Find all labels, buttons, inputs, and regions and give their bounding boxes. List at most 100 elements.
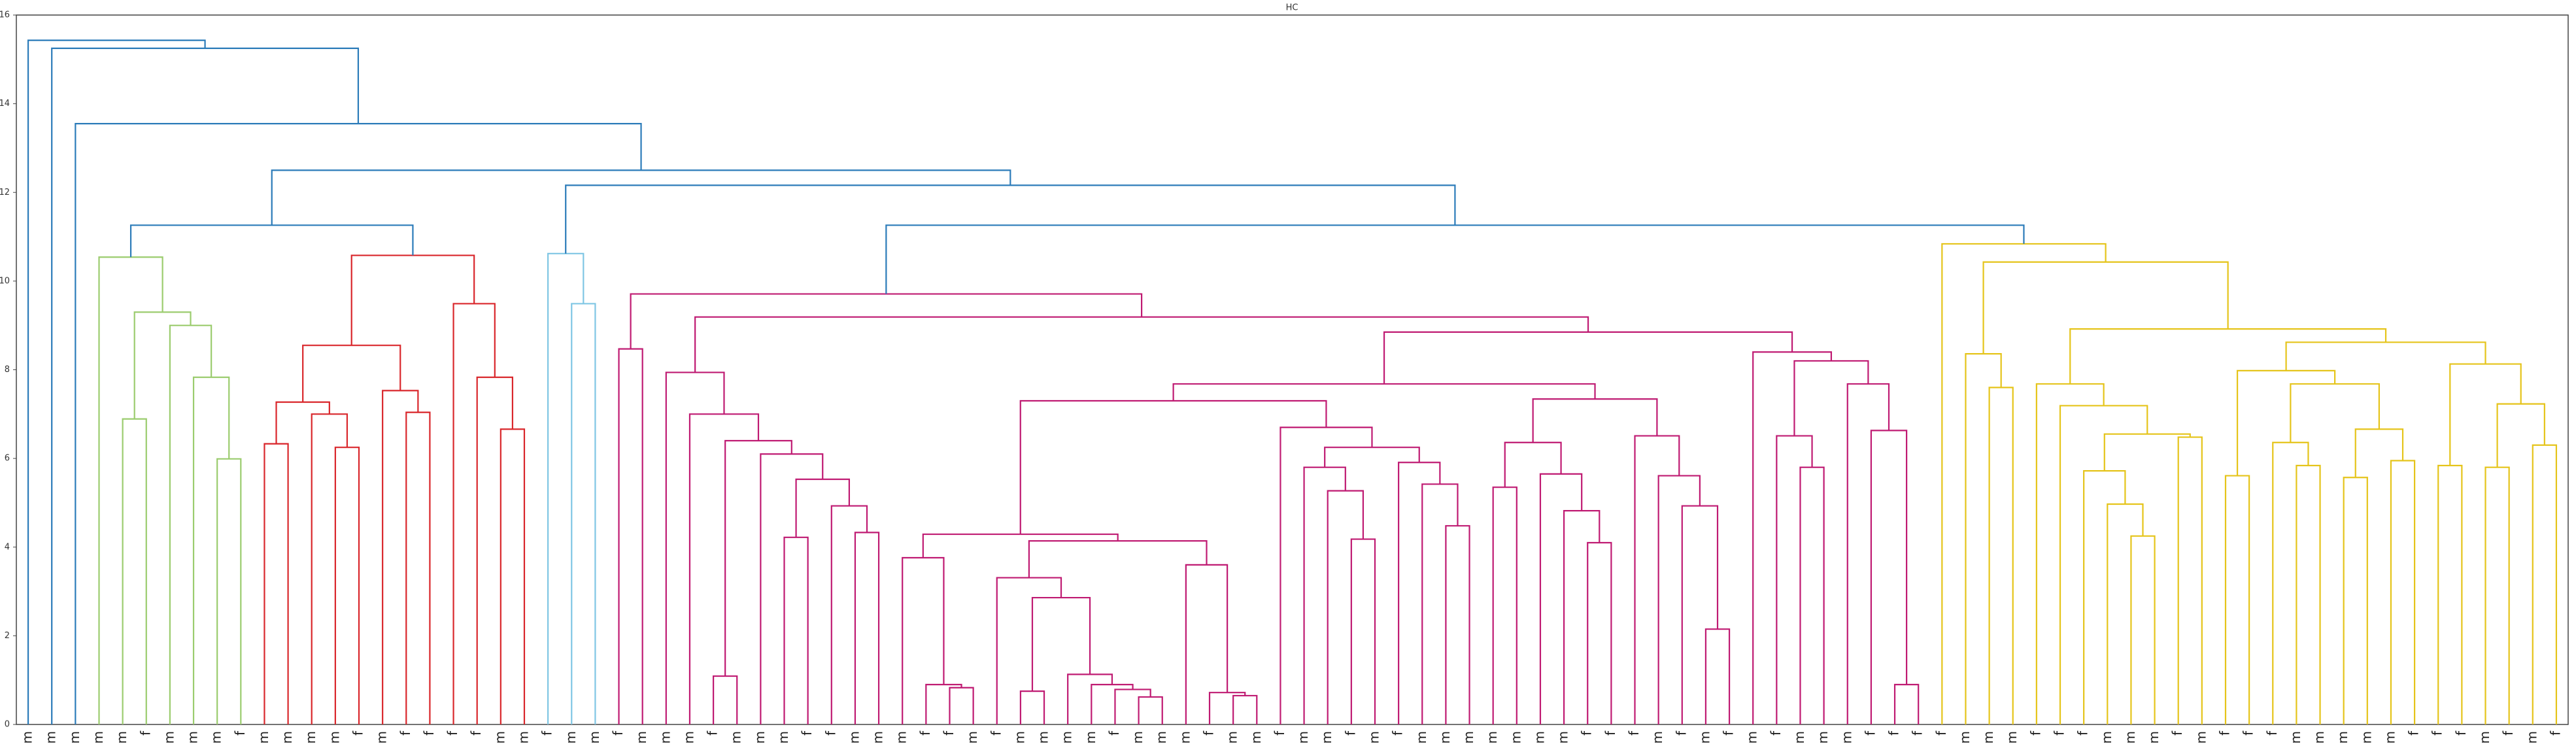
- link: [830, 505, 868, 724]
- leaf-label: m: [114, 731, 129, 743]
- leaf-label: m: [1248, 731, 1264, 743]
- link: [2532, 444, 2558, 724]
- link: [2437, 464, 2463, 724]
- y-tick-label: 14: [0, 99, 10, 109]
- leaf-label: m: [1650, 731, 1665, 743]
- leaf-label: m: [563, 731, 579, 743]
- leaf-label: m: [1531, 731, 1547, 743]
- leaf-label: m: [185, 731, 201, 743]
- leaf-label: m: [2311, 731, 2327, 743]
- chart-title: HC: [1286, 3, 1298, 13]
- leaf-label: m: [2122, 731, 2138, 743]
- link: [129, 224, 414, 258]
- leaf-label: f: [350, 730, 366, 736]
- link: [334, 447, 360, 724]
- link: [1776, 435, 1813, 724]
- link: [618, 348, 643, 724]
- leaf-label: f: [1933, 730, 1949, 736]
- leaf-label: m: [1414, 731, 1429, 743]
- leaf-label: f: [2547, 730, 2563, 736]
- link: [1445, 525, 1470, 724]
- link: [688, 413, 760, 724]
- link: [2059, 405, 2148, 724]
- leaf-label: m: [1153, 731, 1169, 743]
- link: [1421, 483, 1459, 724]
- leaf-label: f: [2453, 730, 2469, 736]
- link: [2236, 369, 2336, 476]
- link: [271, 169, 1011, 226]
- leaf-label: m: [775, 731, 791, 743]
- leaf-label: m: [209, 731, 224, 743]
- leaf-label: m: [1815, 731, 1831, 743]
- link: [122, 418, 147, 724]
- leaf-label: m: [1839, 731, 1854, 743]
- leaf-label: m: [256, 731, 271, 743]
- link: [275, 401, 330, 444]
- leaf-label: f: [1272, 730, 1287, 736]
- link: [452, 303, 496, 724]
- link: [98, 256, 163, 724]
- leaf-label: f: [941, 730, 957, 736]
- link: [192, 376, 230, 724]
- link: [2224, 475, 2250, 724]
- leaf-label: m: [1697, 731, 1712, 743]
- leaf-label: m: [1011, 731, 1027, 743]
- leaf-label: m: [586, 731, 602, 743]
- leaf-label: f: [2075, 730, 2091, 736]
- link: [2083, 470, 2126, 724]
- leaf-label: f: [1721, 730, 1737, 736]
- leaf-label: f: [2406, 730, 2422, 736]
- link: [783, 536, 809, 724]
- leaf-label: m: [279, 731, 295, 743]
- leaf-label: f: [421, 730, 437, 736]
- link: [1350, 538, 1376, 724]
- leaf-label: f: [799, 730, 815, 736]
- link: [713, 675, 738, 724]
- link: [263, 443, 289, 724]
- link: [1303, 466, 1346, 724]
- leaf-label: m: [2099, 731, 2114, 743]
- leaf-label: f: [705, 730, 720, 736]
- link: [1114, 688, 1151, 724]
- link: [1232, 694, 1258, 724]
- leaf-label: m: [1225, 731, 1240, 743]
- leaf-label: m: [634, 731, 649, 743]
- link: [630, 293, 1143, 349]
- y-tick-label: 16: [0, 10, 10, 20]
- leaf-label: m: [1957, 731, 1973, 743]
- leaf-label: m: [492, 731, 507, 743]
- link: [2272, 441, 2309, 724]
- leaf-label: m: [1791, 731, 1807, 743]
- leaf-label: f: [398, 730, 413, 736]
- link: [2343, 477, 2368, 724]
- link: [133, 311, 192, 419]
- leaf-label: f: [1862, 730, 1878, 736]
- leaf-label: m: [2358, 731, 2374, 743]
- leaf-label: m: [1555, 731, 1571, 743]
- y-tick-label: 0: [5, 720, 10, 730]
- link: [1893, 683, 1920, 724]
- leaf-label: m: [1083, 731, 1098, 743]
- link: [311, 413, 348, 724]
- link: [996, 577, 1062, 724]
- link: [2107, 503, 2144, 724]
- leaf-label: m: [2193, 731, 2209, 743]
- link: [1539, 473, 1583, 724]
- link: [1752, 351, 1833, 724]
- leaf-label: f: [1910, 730, 1925, 736]
- leaf-label: f: [1768, 730, 1784, 736]
- link: [350, 254, 475, 346]
- leaf-label: m: [90, 731, 106, 743]
- leaf-label: m: [326, 731, 342, 743]
- leaf-label: m: [846, 731, 862, 743]
- leaf-label: m: [161, 731, 177, 743]
- link: [760, 453, 824, 724]
- link: [1172, 383, 1596, 401]
- link: [1563, 510, 1601, 724]
- link: [1587, 541, 1612, 724]
- leaf-label: m: [2382, 731, 2398, 743]
- link: [1846, 383, 1890, 724]
- leaf-label: m: [681, 731, 696, 743]
